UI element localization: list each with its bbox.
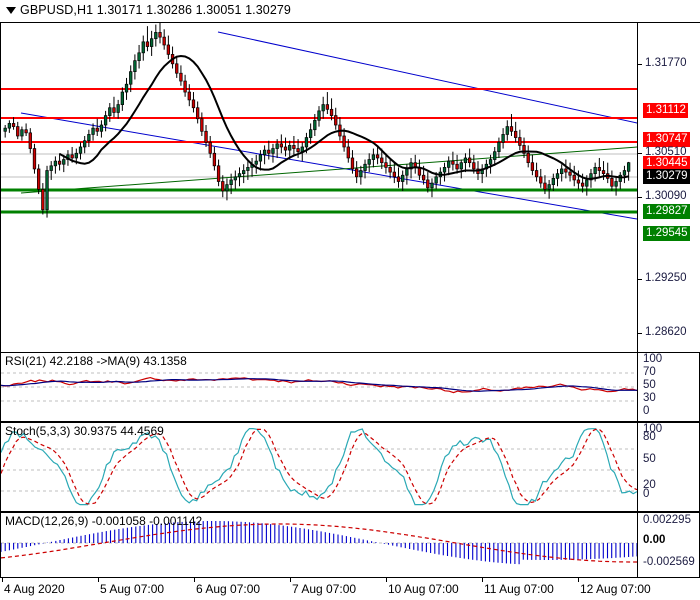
rsi-axis: 100 70 50 30 0 bbox=[637, 352, 700, 422]
scale-label-100: 100 bbox=[643, 353, 663, 365]
chart-header: GBPUSD,H1 1.30171 1.30286 1.30051 1.3027… bbox=[0, 0, 700, 22]
trendline-upper-blue bbox=[217, 31, 637, 124]
macd-plot[interactable]: MACD(12,26,9) -0.001058 -0.001142 bbox=[1, 513, 637, 577]
price-label-1-29545[interactable]: 1.29545 bbox=[643, 226, 690, 241]
stoch-title: Stoch(5,3,3) 30.9375 44.4569 bbox=[5, 424, 164, 438]
stoch-axis: 100 80 50 20 0 bbox=[637, 422, 700, 512]
scale-label-70: 70 bbox=[643, 366, 656, 378]
rsi-plot[interactable]: RSI(21) 42.2188 ->MA(9) 43.1358 bbox=[1, 353, 637, 421]
candlestick-series bbox=[3, 23, 631, 218]
time-label: 7 Aug 07:00 bbox=[292, 582, 357, 596]
price-label-1-30090: 1.30090 bbox=[645, 190, 687, 202]
price-label-1-29250: 1.29250 bbox=[645, 272, 687, 284]
time-label: 10 Aug 07:00 bbox=[388, 582, 459, 596]
time-axis-tick bbox=[98, 578, 99, 582]
time-label: 6 Aug 07:00 bbox=[196, 582, 261, 596]
price-axis-tick bbox=[638, 64, 642, 65]
stoch-d-series bbox=[1, 428, 637, 505]
price-axis[interactable]: 1.31770 1.31112 1.30747 1.30510 1.30445 1.302… bbox=[637, 22, 700, 377]
stoch-panel-frame bbox=[0, 422, 700, 512]
price-label-1-31770: 1.31770 bbox=[645, 57, 687, 69]
price-axis-tick bbox=[638, 197, 642, 198]
time-axis: 4 Aug 2020 5 Aug 07:00 6 Aug 07:00 7 Aug 07… bbox=[0, 578, 700, 600]
stoch-plot[interactable]: Stoch(5,3,3) 30.9375 44.4569 bbox=[1, 423, 637, 511]
time-label: 11 Aug 07:00 bbox=[484, 582, 554, 596]
chevron-down-icon[interactable] bbox=[6, 7, 16, 14]
time-axis-tick bbox=[578, 578, 579, 582]
stoch-svg bbox=[1, 427, 637, 506]
time-label: 12 Aug 07:00 bbox=[580, 582, 651, 596]
price-label-1-31112[interactable]: 1.31112 bbox=[643, 103, 688, 118]
time-axis-tick bbox=[2, 578, 3, 582]
macd-svg bbox=[1, 521, 637, 565]
price-chart-plot[interactable] bbox=[1, 23, 637, 351]
scale-label-50: 50 bbox=[643, 379, 656, 391]
scale-label-100: 100 bbox=[643, 423, 663, 435]
price-label-1-28620: 1.28620 bbox=[645, 326, 687, 338]
price-label-1-29827[interactable]: 1.29827 bbox=[643, 204, 690, 219]
scale-label-0: 0 bbox=[643, 488, 650, 500]
rsi-ma-series bbox=[1, 378, 637, 392]
macd-title: MACD(12,26,9) -0.001058 -0.001142 bbox=[5, 514, 203, 528]
price-label-1-30747[interactable]: 1.30747 bbox=[643, 132, 690, 147]
time-axis-tick bbox=[386, 578, 387, 582]
macd-panel-frame bbox=[0, 512, 700, 578]
scale-label-80: 80 bbox=[643, 431, 656, 443]
time-axis-tick bbox=[290, 578, 291, 582]
trendline-lower-blue bbox=[20, 112, 637, 220]
price-label-1-30445[interactable]: 1.30445 bbox=[643, 156, 690, 171]
time-axis-tick bbox=[194, 578, 195, 582]
scale-label-000: 0.00 bbox=[643, 534, 666, 546]
price-label-1-30510: 1.30510 bbox=[645, 146, 687, 158]
trendline-ascending-green bbox=[20, 146, 637, 194]
stoch-k-series bbox=[1, 427, 637, 506]
time-axis-tick bbox=[482, 578, 483, 582]
moving-average-line bbox=[59, 54, 629, 180]
scale-label-0002295: 0.002295 bbox=[643, 514, 691, 526]
price-chart-svg bbox=[1, 23, 637, 220]
rsi-title: RSI(21) 42.2188 ->MA(9) 43.1358 bbox=[5, 354, 187, 368]
macd-signal-series bbox=[1, 523, 637, 563]
price-axis-tick bbox=[638, 153, 642, 154]
price-label-1-30279[interactable]: 1.30279 bbox=[643, 169, 690, 184]
price-axis-tick bbox=[638, 333, 642, 334]
rsi-series bbox=[1, 376, 637, 394]
scale-label-30: 30 bbox=[643, 392, 656, 404]
rsi-svg bbox=[1, 372, 637, 402]
time-label: 4 Aug 2020 bbox=[4, 582, 65, 596]
scale-label-50: 50 bbox=[643, 453, 656, 465]
macd-axis: 0.002295 0.00 -0.002569 bbox=[637, 512, 700, 578]
scale-label-20: 20 bbox=[643, 479, 656, 491]
price-axis-tick bbox=[638, 279, 642, 280]
symbol-ohlc-label: GBPUSD,H1 1.30171 1.30286 1.30051 1.3027… bbox=[20, 3, 291, 17]
price-panel-frame bbox=[0, 22, 700, 353]
time-label: 5 Aug 07:00 bbox=[100, 582, 165, 596]
scale-label-0002569: -0.002569 bbox=[643, 556, 695, 568]
scale-label-0: 0 bbox=[643, 405, 650, 417]
